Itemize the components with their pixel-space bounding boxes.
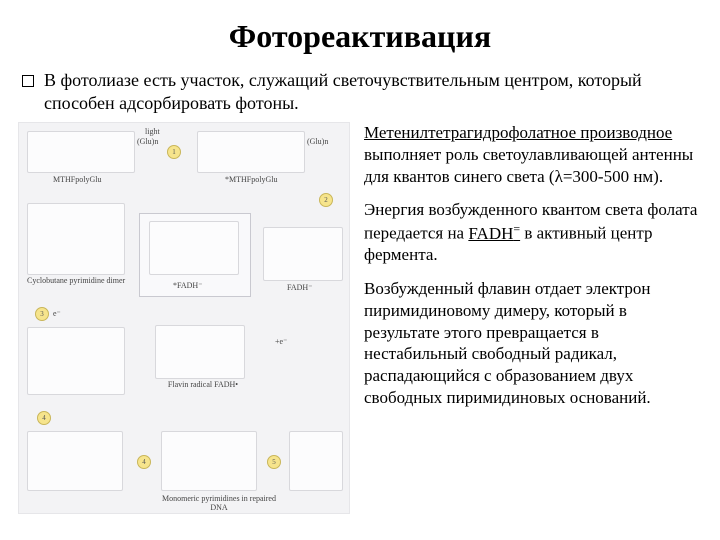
mol-flavin-radical bbox=[155, 325, 245, 379]
p2-underline: FADH= bbox=[468, 224, 520, 243]
content-columns: (Glu)n light 1 (Glu)n MTHFpolyGlu *MTHFp… bbox=[18, 122, 702, 514]
p2-u-text: FADH bbox=[468, 224, 513, 243]
step-1-icon: 1 bbox=[167, 145, 181, 159]
slide: Фотореактивация В фотолиазе есть участок… bbox=[0, 0, 720, 540]
mol-mthf-star bbox=[197, 131, 305, 173]
step-2-icon: 2 bbox=[319, 193, 333, 207]
mol-bottom-right bbox=[289, 431, 343, 491]
label-glu-2: (Glu)n bbox=[307, 137, 328, 146]
step-5-icon: 5 bbox=[267, 455, 281, 469]
mol-radical-dimer bbox=[27, 327, 125, 395]
mol-fadh bbox=[263, 227, 343, 281]
label-glu: (Glu)n bbox=[137, 137, 158, 146]
label-fadh: FADH⁻ bbox=[287, 283, 312, 292]
mol-cpd bbox=[27, 203, 125, 275]
mol-bottom-mid bbox=[161, 431, 257, 491]
label-plus-e: +e⁻ bbox=[275, 337, 287, 346]
label-flavin-radical: Flavin radical FADH• bbox=[153, 381, 253, 390]
p1-rest: выполняет роль светоулавливающей антенны… bbox=[364, 145, 693, 186]
label-light: light bbox=[145, 127, 160, 136]
paragraph-2: Энергия возбужденного квантом света фола… bbox=[364, 199, 702, 266]
paragraph-3: Возбужденный флавин отдает электрон пири… bbox=[364, 278, 702, 409]
label-mthf-star: *MTHFpolyGlu bbox=[225, 175, 277, 184]
label-cpd: Cyclobutane pyrimidine dimer bbox=[27, 277, 127, 286]
mol-mthf bbox=[27, 131, 135, 173]
bullet-text: В фотолиазе есть участок, служащий свето… bbox=[44, 69, 702, 114]
reaction-diagram: (Glu)n light 1 (Glu)n MTHFpolyGlu *MTHFp… bbox=[18, 122, 350, 514]
text-column: Метенилтетрагидрофолатное производное вы… bbox=[364, 122, 702, 514]
step-4a-icon: 4 bbox=[37, 411, 51, 425]
label-e: e⁻ bbox=[53, 309, 61, 318]
paragraph-1: Метенилтетрагидрофолатное производное вы… bbox=[364, 122, 702, 187]
step-4b-icon: 4 bbox=[137, 455, 151, 469]
label-fadh-star: *FADH⁻ bbox=[173, 281, 202, 290]
step-3-icon: 3 bbox=[35, 307, 49, 321]
bullet-marker-icon bbox=[22, 75, 34, 87]
mol-fadh-star bbox=[149, 221, 239, 275]
slide-title: Фотореактивация bbox=[18, 18, 702, 55]
bullet-row: В фотолиазе есть участок, служащий свето… bbox=[18, 69, 702, 114]
label-monomeric: Monomeric pyrimidines in repaired DNA bbox=[159, 495, 279, 513]
p1-underline: Метенилтетрагидрофолатное производное bbox=[364, 123, 672, 142]
label-mthf: MTHFpolyGlu bbox=[53, 175, 101, 184]
mol-bottom-left bbox=[27, 431, 123, 491]
